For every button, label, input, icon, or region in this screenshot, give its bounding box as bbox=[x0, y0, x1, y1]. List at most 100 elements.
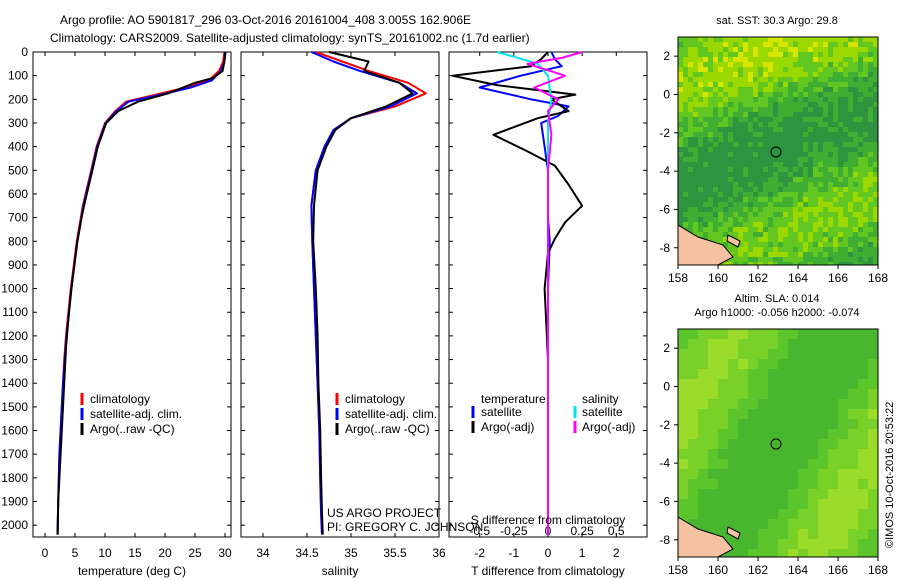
map-cell bbox=[773, 67, 778, 72]
map-cell bbox=[748, 102, 753, 107]
map-cell bbox=[858, 519, 868, 529]
map-cell bbox=[728, 217, 733, 222]
map-cell bbox=[868, 87, 873, 92]
map-cell bbox=[723, 197, 728, 202]
map-cell bbox=[803, 122, 808, 127]
map-cell bbox=[788, 257, 793, 262]
map-cell bbox=[758, 509, 768, 519]
map-cell bbox=[873, 172, 878, 177]
map-cell bbox=[833, 57, 838, 62]
map-cell bbox=[848, 449, 858, 459]
map-cell bbox=[798, 469, 808, 479]
map-cell bbox=[848, 162, 853, 167]
map-cell bbox=[858, 62, 863, 67]
map-cell bbox=[813, 252, 818, 257]
map-cell bbox=[818, 549, 828, 557]
map-cell bbox=[748, 227, 753, 232]
salinity-legend: climatology satellite-adj. clim. Argo(..… bbox=[335, 392, 437, 436]
map-cell bbox=[678, 157, 683, 162]
map-cell bbox=[808, 529, 818, 539]
map-cell bbox=[748, 429, 758, 439]
map-cell bbox=[838, 329, 848, 339]
map-cell bbox=[813, 187, 818, 192]
map-cell bbox=[723, 57, 728, 62]
map-cell bbox=[768, 539, 778, 549]
map-cell bbox=[808, 122, 813, 127]
map-cell bbox=[818, 459, 828, 469]
map-y-tick-label: -4 bbox=[659, 164, 670, 178]
map-cell bbox=[868, 212, 873, 217]
map-cell bbox=[768, 117, 773, 122]
map-cell bbox=[863, 112, 868, 117]
map-cell bbox=[728, 227, 733, 232]
map-cell bbox=[863, 42, 868, 47]
map-cell bbox=[848, 132, 853, 137]
map-cell bbox=[808, 349, 818, 359]
map-cell bbox=[693, 112, 698, 117]
map-cell bbox=[858, 252, 863, 257]
map-cell bbox=[848, 82, 853, 87]
map-cell bbox=[758, 167, 763, 172]
map-cell bbox=[843, 172, 848, 177]
map-cell bbox=[803, 77, 808, 82]
map-cell bbox=[858, 429, 868, 439]
map-cell bbox=[698, 47, 703, 52]
map-cell bbox=[848, 242, 853, 247]
map-cell bbox=[768, 399, 778, 409]
map-cell bbox=[683, 132, 688, 137]
map-cell bbox=[838, 147, 843, 152]
map-cell bbox=[678, 72, 683, 77]
map-cell bbox=[743, 72, 748, 77]
map-cell bbox=[683, 97, 688, 102]
map-cell bbox=[698, 152, 703, 157]
map-cell bbox=[798, 122, 803, 127]
map-cell bbox=[858, 132, 863, 137]
map-cell bbox=[688, 122, 693, 127]
map-cell bbox=[828, 97, 833, 102]
map-cell bbox=[678, 469, 688, 479]
map-cell bbox=[748, 359, 758, 369]
map-cell bbox=[758, 62, 763, 67]
map-cell bbox=[753, 197, 758, 202]
map-cell bbox=[743, 117, 748, 122]
map-cell bbox=[848, 167, 853, 172]
map-cell bbox=[783, 82, 788, 87]
map-cell bbox=[838, 47, 843, 52]
map-cell bbox=[738, 232, 743, 237]
map-cell bbox=[843, 57, 848, 62]
map-cell bbox=[863, 67, 868, 72]
map-cell bbox=[853, 242, 858, 247]
map-cell bbox=[873, 202, 878, 207]
map-cell bbox=[683, 117, 688, 122]
map-cell bbox=[868, 117, 873, 122]
map-cell bbox=[703, 212, 708, 217]
map-cell bbox=[833, 212, 838, 217]
map-cell bbox=[868, 232, 873, 237]
map-cell bbox=[713, 82, 718, 87]
depth-tick-label: 0 bbox=[21, 45, 28, 59]
depth-tick-label: 1100 bbox=[2, 305, 28, 319]
map-cell bbox=[758, 187, 763, 192]
map-cell bbox=[838, 67, 843, 72]
map-cell bbox=[743, 82, 748, 87]
map-cell bbox=[823, 47, 828, 52]
map-cell bbox=[828, 237, 833, 242]
map-cell bbox=[693, 37, 698, 42]
map-cell bbox=[733, 132, 738, 137]
map-cell bbox=[718, 87, 723, 92]
map-cell bbox=[773, 197, 778, 202]
map-cell bbox=[843, 132, 848, 137]
map-cell bbox=[748, 329, 758, 339]
map-cell bbox=[688, 187, 693, 192]
map-cell bbox=[818, 369, 828, 379]
map-cell bbox=[723, 122, 728, 127]
map-cell bbox=[868, 192, 873, 197]
map-cell bbox=[853, 57, 858, 62]
map-cell bbox=[778, 339, 788, 349]
map-cell bbox=[808, 549, 818, 557]
map-cell bbox=[763, 182, 768, 187]
map-cell bbox=[873, 262, 878, 265]
map-cell bbox=[768, 197, 773, 202]
map-cell bbox=[853, 147, 858, 152]
map-cell bbox=[873, 97, 878, 102]
